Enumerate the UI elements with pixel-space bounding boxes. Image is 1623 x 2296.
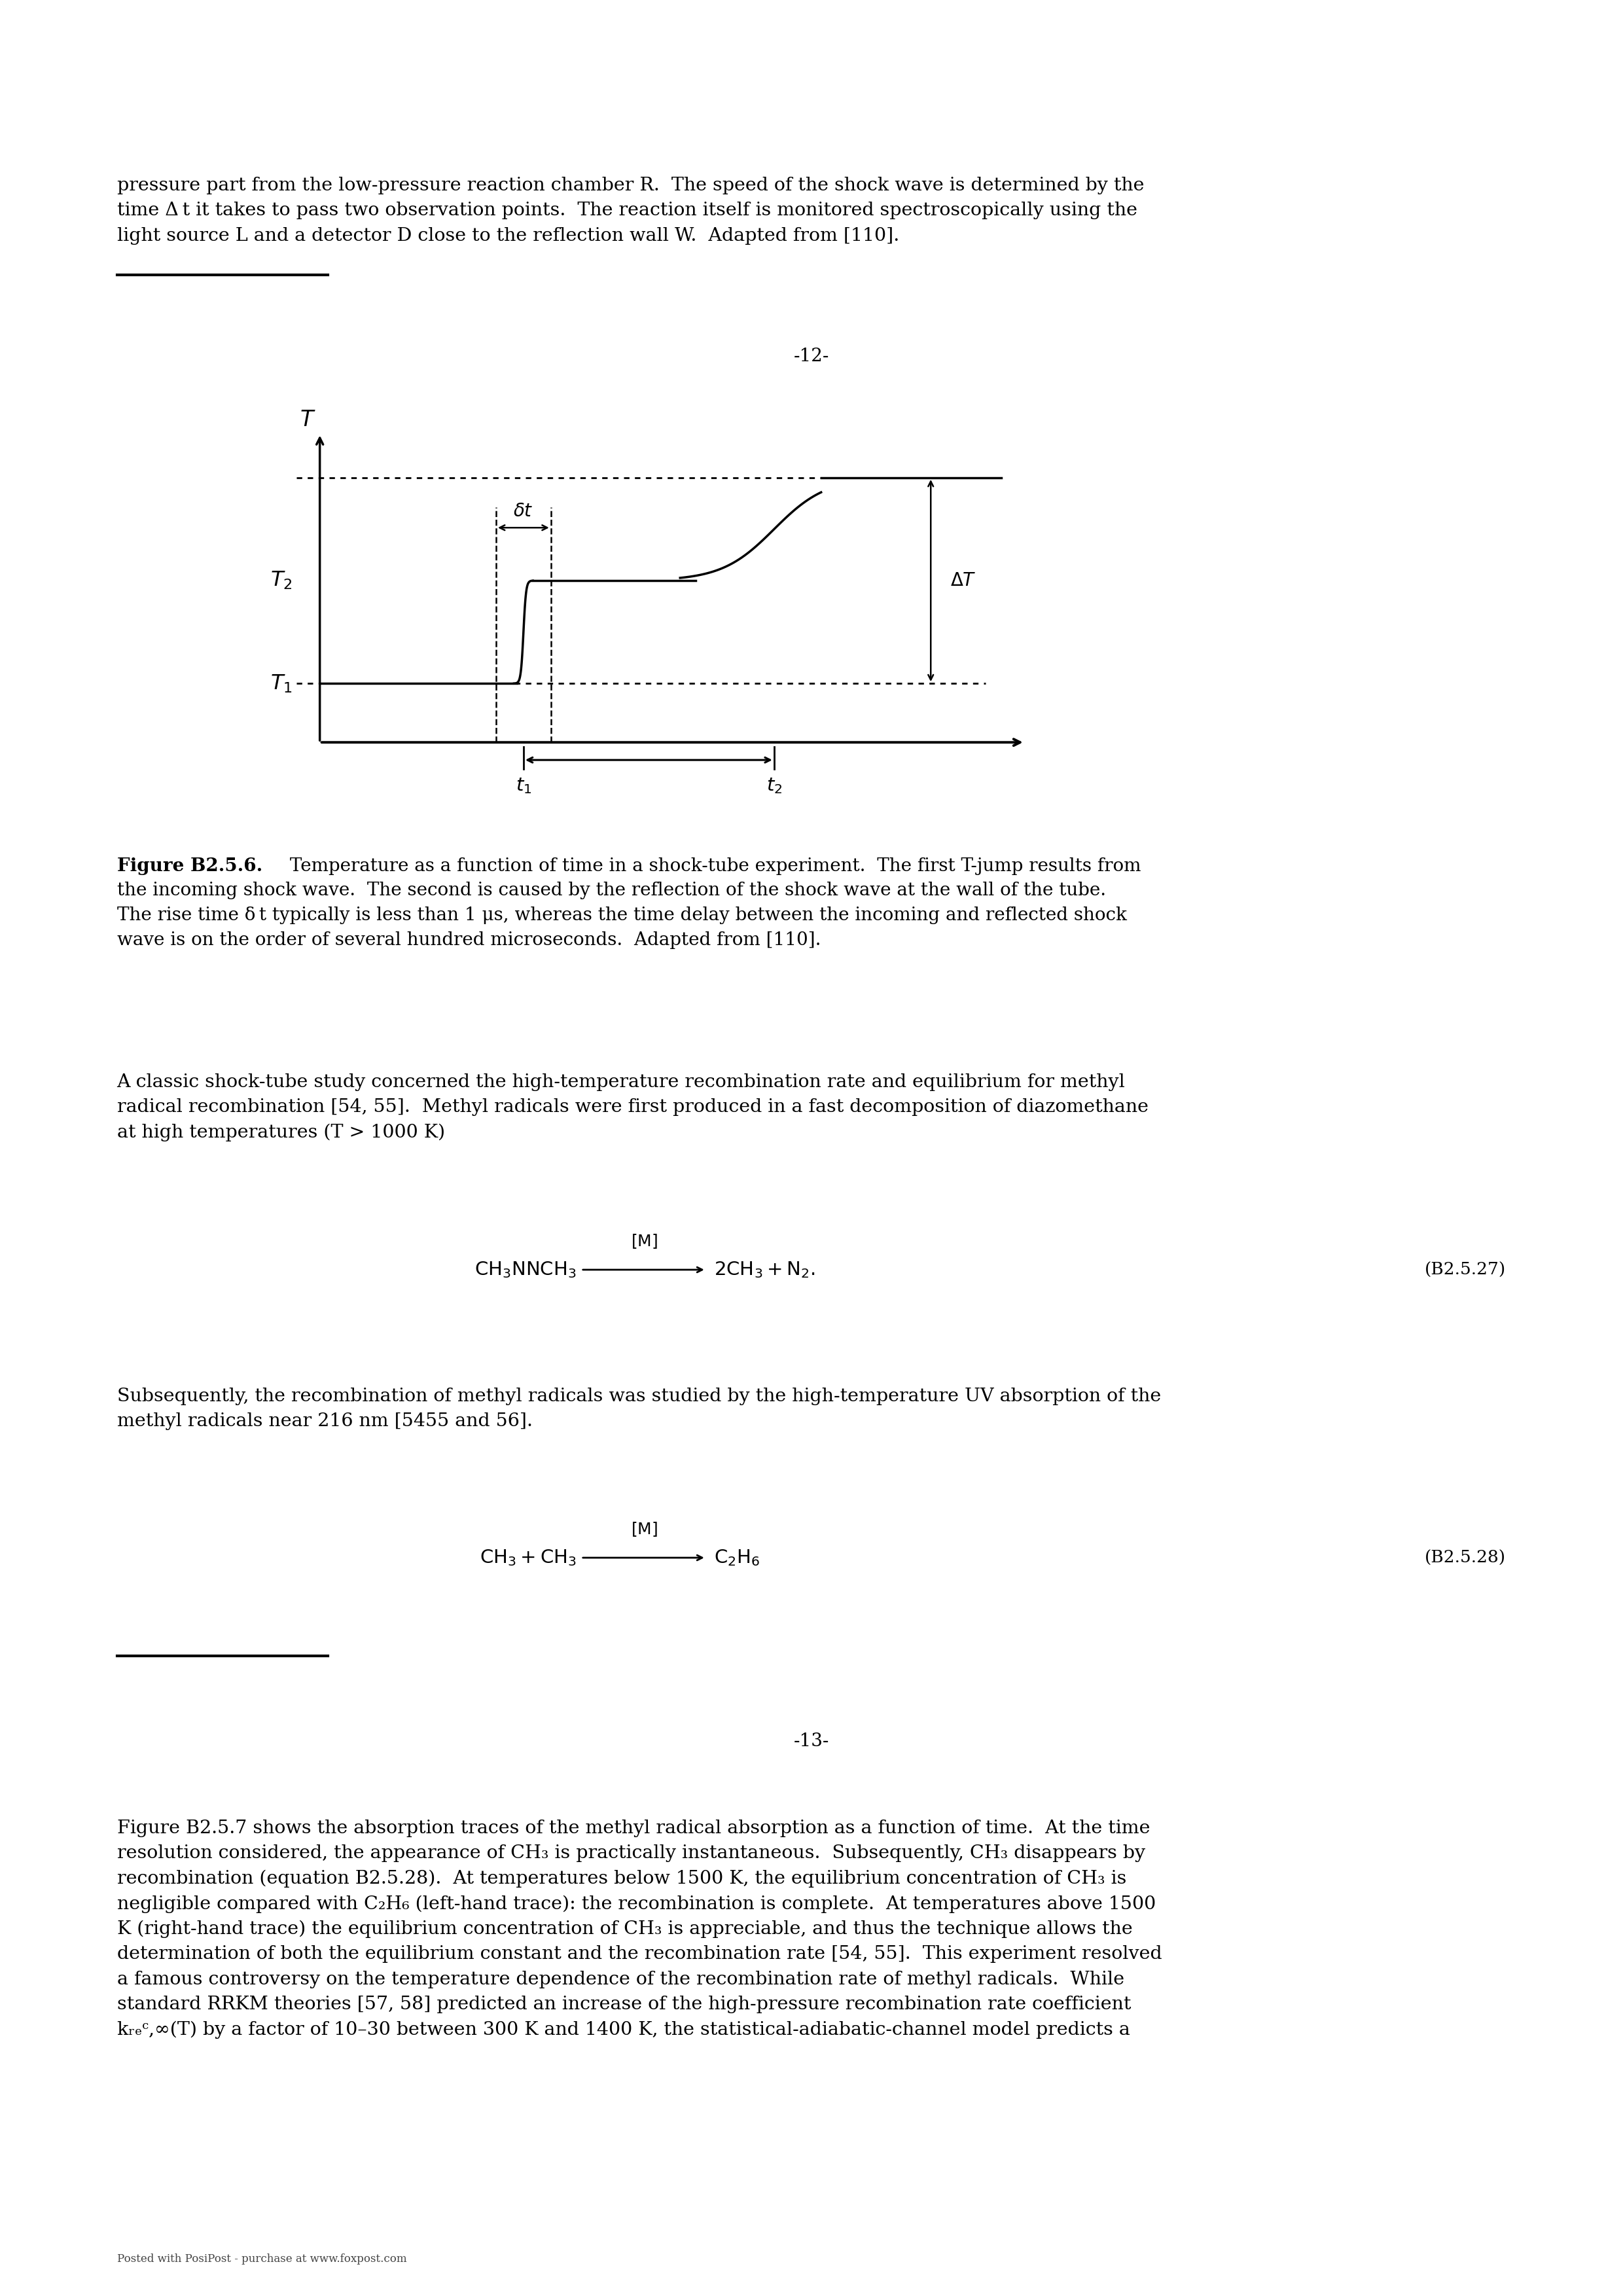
Text: pressure part from the low-pressure reaction chamber R.  The speed of the shock : pressure part from the low-pressure reac… [117, 177, 1144, 195]
Text: Posted with PosiPost - purchase at www.foxpost.com: Posted with PosiPost - purchase at www.f… [117, 2252, 406, 2264]
Text: $\delta t$: $\delta t$ [513, 503, 534, 521]
Text: Figure B2.5.6.: Figure B2.5.6. [117, 856, 263, 875]
Text: $[\mathrm{M}]$: $[\mathrm{M}]$ [631, 1233, 657, 1251]
Text: -13-: -13- [794, 1731, 829, 1750]
Text: $[\mathrm{M}]$: $[\mathrm{M}]$ [631, 1520, 657, 1538]
Text: $\mathrm{CH_3NNCH_3}$: $\mathrm{CH_3NNCH_3}$ [474, 1261, 576, 1279]
Text: $\mathrm{C_2H_6}$: $\mathrm{C_2H_6}$ [714, 1548, 760, 1568]
Text: methyl radicals near 216 nm [5455 and 56].: methyl radicals near 216 nm [5455 and 56… [117, 1412, 532, 1430]
Text: standard RRKM theories [57, 58] predicted an increase of the high-pressure recom: standard RRKM theories [57, 58] predicte… [117, 1995, 1131, 2014]
Text: $T_2$: $T_2$ [271, 569, 292, 590]
Text: K (right-hand trace) the equilibrium concentration of CH₃ is appreciable, and th: K (right-hand trace) the equilibrium con… [117, 1919, 1133, 1938]
Text: $\mathrm{CH_3 + CH_3}$: $\mathrm{CH_3 + CH_3}$ [479, 1548, 576, 1568]
Text: Figure B2.5.7 shows the absorption traces of the methyl radical absorption as a : Figure B2.5.7 shows the absorption trace… [117, 1818, 1149, 1837]
Text: $t_2$: $t_2$ [766, 776, 782, 794]
Text: kᵣₑᶜ,∞(T) by a factor of 10–30 between 300 K and 1400 K, the statistical-adiabat: kᵣₑᶜ,∞(T) by a factor of 10–30 between 3… [117, 2020, 1130, 2039]
Text: resolution considered, the appearance of CH₃ is practically instantaneous.  Subs: resolution considered, the appearance of… [117, 1844, 1146, 1862]
Text: Subsequently, the recombination of methyl radicals was studied by the high-tempe: Subsequently, the recombination of methy… [117, 1387, 1160, 1405]
Text: $\mathrm{2CH_3 + N_2.}$: $\mathrm{2CH_3 + N_2.}$ [714, 1261, 815, 1279]
Text: recombination (equation B2.5.28).  At temperatures below 1500 K, the equilibrium: recombination (equation B2.5.28). At tem… [117, 1869, 1126, 1887]
Text: negligible compared with C₂H₆ (left-hand trace): the recombination is complete. : negligible compared with C₂H₆ (left-hand… [117, 1894, 1156, 1913]
Text: the incoming shock wave.  The second is caused by the reflection of the shock wa: the incoming shock wave. The second is c… [117, 882, 1105, 900]
Text: a famous controversy on the temperature dependence of the recombination rate of : a famous controversy on the temperature … [117, 1970, 1125, 1988]
Text: $T_1$: $T_1$ [271, 673, 292, 693]
Text: time Δ t it takes to pass two observation points.  The reaction itself is monito: time Δ t it takes to pass two observatio… [117, 202, 1138, 220]
Text: (B2.5.28): (B2.5.28) [1425, 1550, 1506, 1566]
Text: The rise time δ t typically is less than 1 μs, whereas the time delay between th: The rise time δ t typically is less than… [117, 907, 1126, 925]
Text: determination of both the equilibrium constant and the recombination rate [54, 5: determination of both the equilibrium co… [117, 1945, 1162, 1963]
Text: wave is on the order of several hundred microseconds.  Adapted from [110].: wave is on the order of several hundred … [117, 932, 821, 948]
Text: (B2.5.27): (B2.5.27) [1425, 1261, 1506, 1279]
Text: radical recombination [54, 55].  Methyl radicals were first produced in a fast d: radical recombination [54, 55]. Methyl r… [117, 1097, 1147, 1116]
Text: at high temperatures (T > 1000 K): at high temperatures (T > 1000 K) [117, 1123, 445, 1141]
Text: $T$: $T$ [300, 409, 316, 432]
Text: Temperature as a function of time in a shock-tube experiment.  The first T-jump : Temperature as a function of time in a s… [284, 856, 1141, 875]
Text: $t_1$: $t_1$ [516, 776, 531, 794]
Text: light source L and a detector D close to the reflection wall W.  Adapted from [1: light source L and a detector D close to… [117, 227, 899, 246]
Text: $\Delta T$: $\Delta T$ [951, 572, 977, 590]
Text: A classic shock-tube study concerned the high-temperature recombination rate and: A classic shock-tube study concerned the… [117, 1075, 1125, 1091]
Text: -12-: -12- [794, 349, 829, 365]
